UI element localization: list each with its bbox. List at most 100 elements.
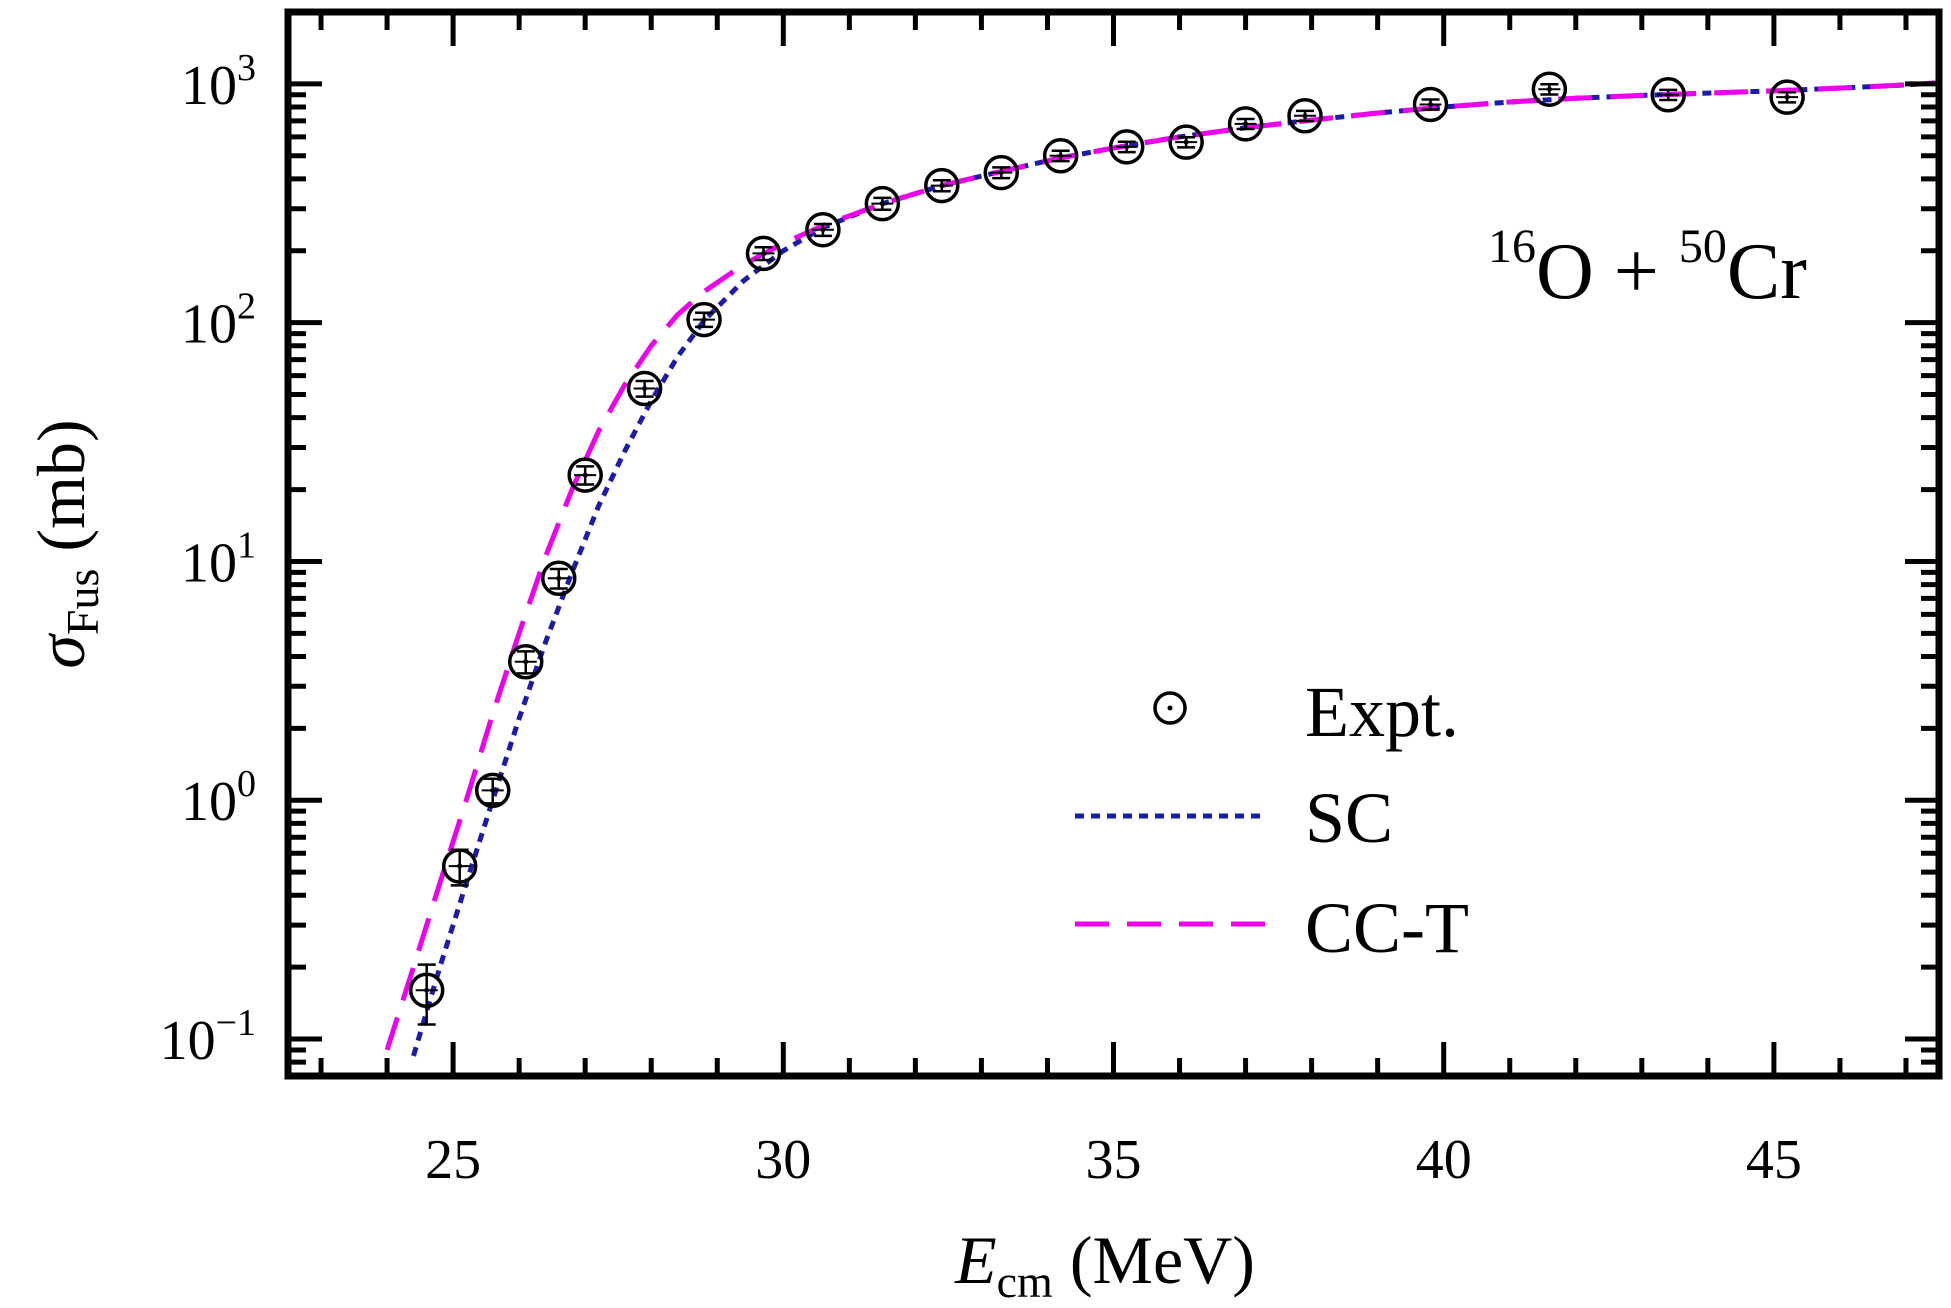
x-tick-label: 25	[425, 1129, 481, 1191]
data-point	[541, 560, 577, 597]
point-marker	[474, 772, 511, 809]
annotation-base-1: O +	[1536, 228, 1679, 316]
x-tick-label: 45	[1746, 1129, 1802, 1191]
point-marker	[1168, 124, 1204, 160]
annotation-sup-2: 50	[1679, 220, 1727, 273]
legend-item-expt: Expt.	[1153, 672, 1459, 752]
point-center	[701, 317, 707, 323]
point-center	[490, 787, 496, 793]
point-marker	[567, 457, 603, 493]
point-marker	[1108, 129, 1145, 165]
point-center	[457, 863, 463, 869]
y-tick-label: 102	[181, 286, 256, 356]
point-center	[424, 987, 430, 993]
point-marker	[1227, 106, 1264, 142]
x-tick-labels: 25 30 35 40 45	[425, 1129, 1802, 1191]
data-point	[924, 167, 960, 204]
point-marker	[441, 848, 478, 884]
y-tick-label-exponent: −1	[216, 1002, 256, 1044]
point-center	[760, 250, 766, 256]
point-marker	[924, 167, 960, 204]
point-center	[582, 472, 588, 478]
y-tick-label-base: 10	[181, 771, 237, 833]
point-marker	[1769, 79, 1805, 115]
point-marker	[1531, 71, 1568, 107]
y-tick-label: 103	[181, 47, 256, 117]
y-tick-label-exponent: 2	[237, 286, 256, 328]
y-tick-label-base: 10	[181, 294, 237, 356]
data-point	[1531, 71, 1568, 107]
y-tick-label: 100	[181, 763, 256, 833]
point-center	[1243, 121, 1249, 127]
data-point	[474, 772, 511, 809]
legend-marker-expt-dot	[1167, 705, 1173, 711]
data-point	[507, 644, 544, 680]
y-axis-label-main: σ	[23, 633, 99, 669]
x-axis-label-sub: cm	[997, 1256, 1053, 1307]
y-tick-label-base: 10	[181, 55, 237, 117]
y-tick-label-exponent: 0	[237, 763, 256, 805]
data-point	[1412, 86, 1449, 123]
point-marker	[507, 644, 544, 680]
point-center	[1058, 153, 1064, 159]
x-tick-label: 30	[755, 1129, 811, 1191]
data-point	[983, 154, 1019, 191]
y-tick-label-base: 10	[181, 532, 237, 594]
data-point	[686, 301, 722, 338]
x-tick-label: 35	[1086, 1129, 1142, 1191]
reaction-annotation: 16O + 50Cr	[1488, 220, 1807, 316]
y-tick-label-exponent: 3	[237, 47, 256, 89]
legend-label-sc: SC	[1305, 778, 1393, 858]
data-point	[1287, 98, 1323, 134]
x-axis-label-unit: (MeV)	[1053, 1222, 1255, 1298]
point-marker	[626, 370, 663, 407]
data-point	[1769, 79, 1805, 115]
point-center	[1784, 94, 1790, 100]
data-point	[626, 370, 663, 407]
legend: Expt. SC CC-T	[1075, 672, 1469, 968]
x-axis-label-main: E	[954, 1222, 997, 1298]
x-tick-label: 40	[1416, 1129, 1472, 1191]
point-marker	[983, 154, 1019, 191]
legend-marker-expt	[1153, 691, 1187, 725]
point-marker	[408, 972, 445, 1009]
point-center	[642, 386, 648, 392]
data-point	[1650, 77, 1686, 113]
y-tick-label: 101	[181, 524, 256, 594]
point-center	[1546, 86, 1552, 92]
data-points	[408, 71, 1805, 1026]
point-center	[556, 575, 562, 581]
y-axis-label-sub: Fus	[57, 569, 108, 635]
point-center	[1427, 101, 1433, 107]
y-tick-label-base: 10	[160, 1010, 216, 1072]
point-center	[998, 170, 1004, 176]
point-marker	[1650, 77, 1686, 113]
data-point	[1042, 138, 1079, 174]
point-marker	[805, 211, 841, 248]
legend-item-sc: SC	[1075, 778, 1393, 858]
legend-label-expt: Expt.	[1305, 672, 1459, 752]
legend-item-cct: CC-T	[1075, 888, 1469, 968]
point-center	[1183, 139, 1189, 145]
point-marker	[864, 185, 901, 222]
legend-label-cct: CC-T	[1305, 888, 1469, 968]
data-point	[1168, 124, 1204, 160]
point-marker	[1042, 138, 1079, 174]
data-point	[864, 185, 901, 222]
plot-area	[384, 71, 1939, 1057]
data-point	[1108, 129, 1145, 165]
data-point	[805, 211, 841, 248]
y-tick-label-exponent: 1	[237, 524, 256, 566]
point-center	[1124, 144, 1130, 150]
data-point	[745, 235, 782, 272]
point-center	[939, 183, 945, 189]
annotation-sup-1: 16	[1488, 220, 1536, 273]
point-center	[879, 201, 885, 207]
point-marker	[1412, 86, 1449, 123]
series-line-cc-t	[384, 80, 1939, 1051]
point-center	[1665, 92, 1671, 98]
point-marker	[1287, 98, 1323, 134]
point-center	[1302, 113, 1308, 119]
